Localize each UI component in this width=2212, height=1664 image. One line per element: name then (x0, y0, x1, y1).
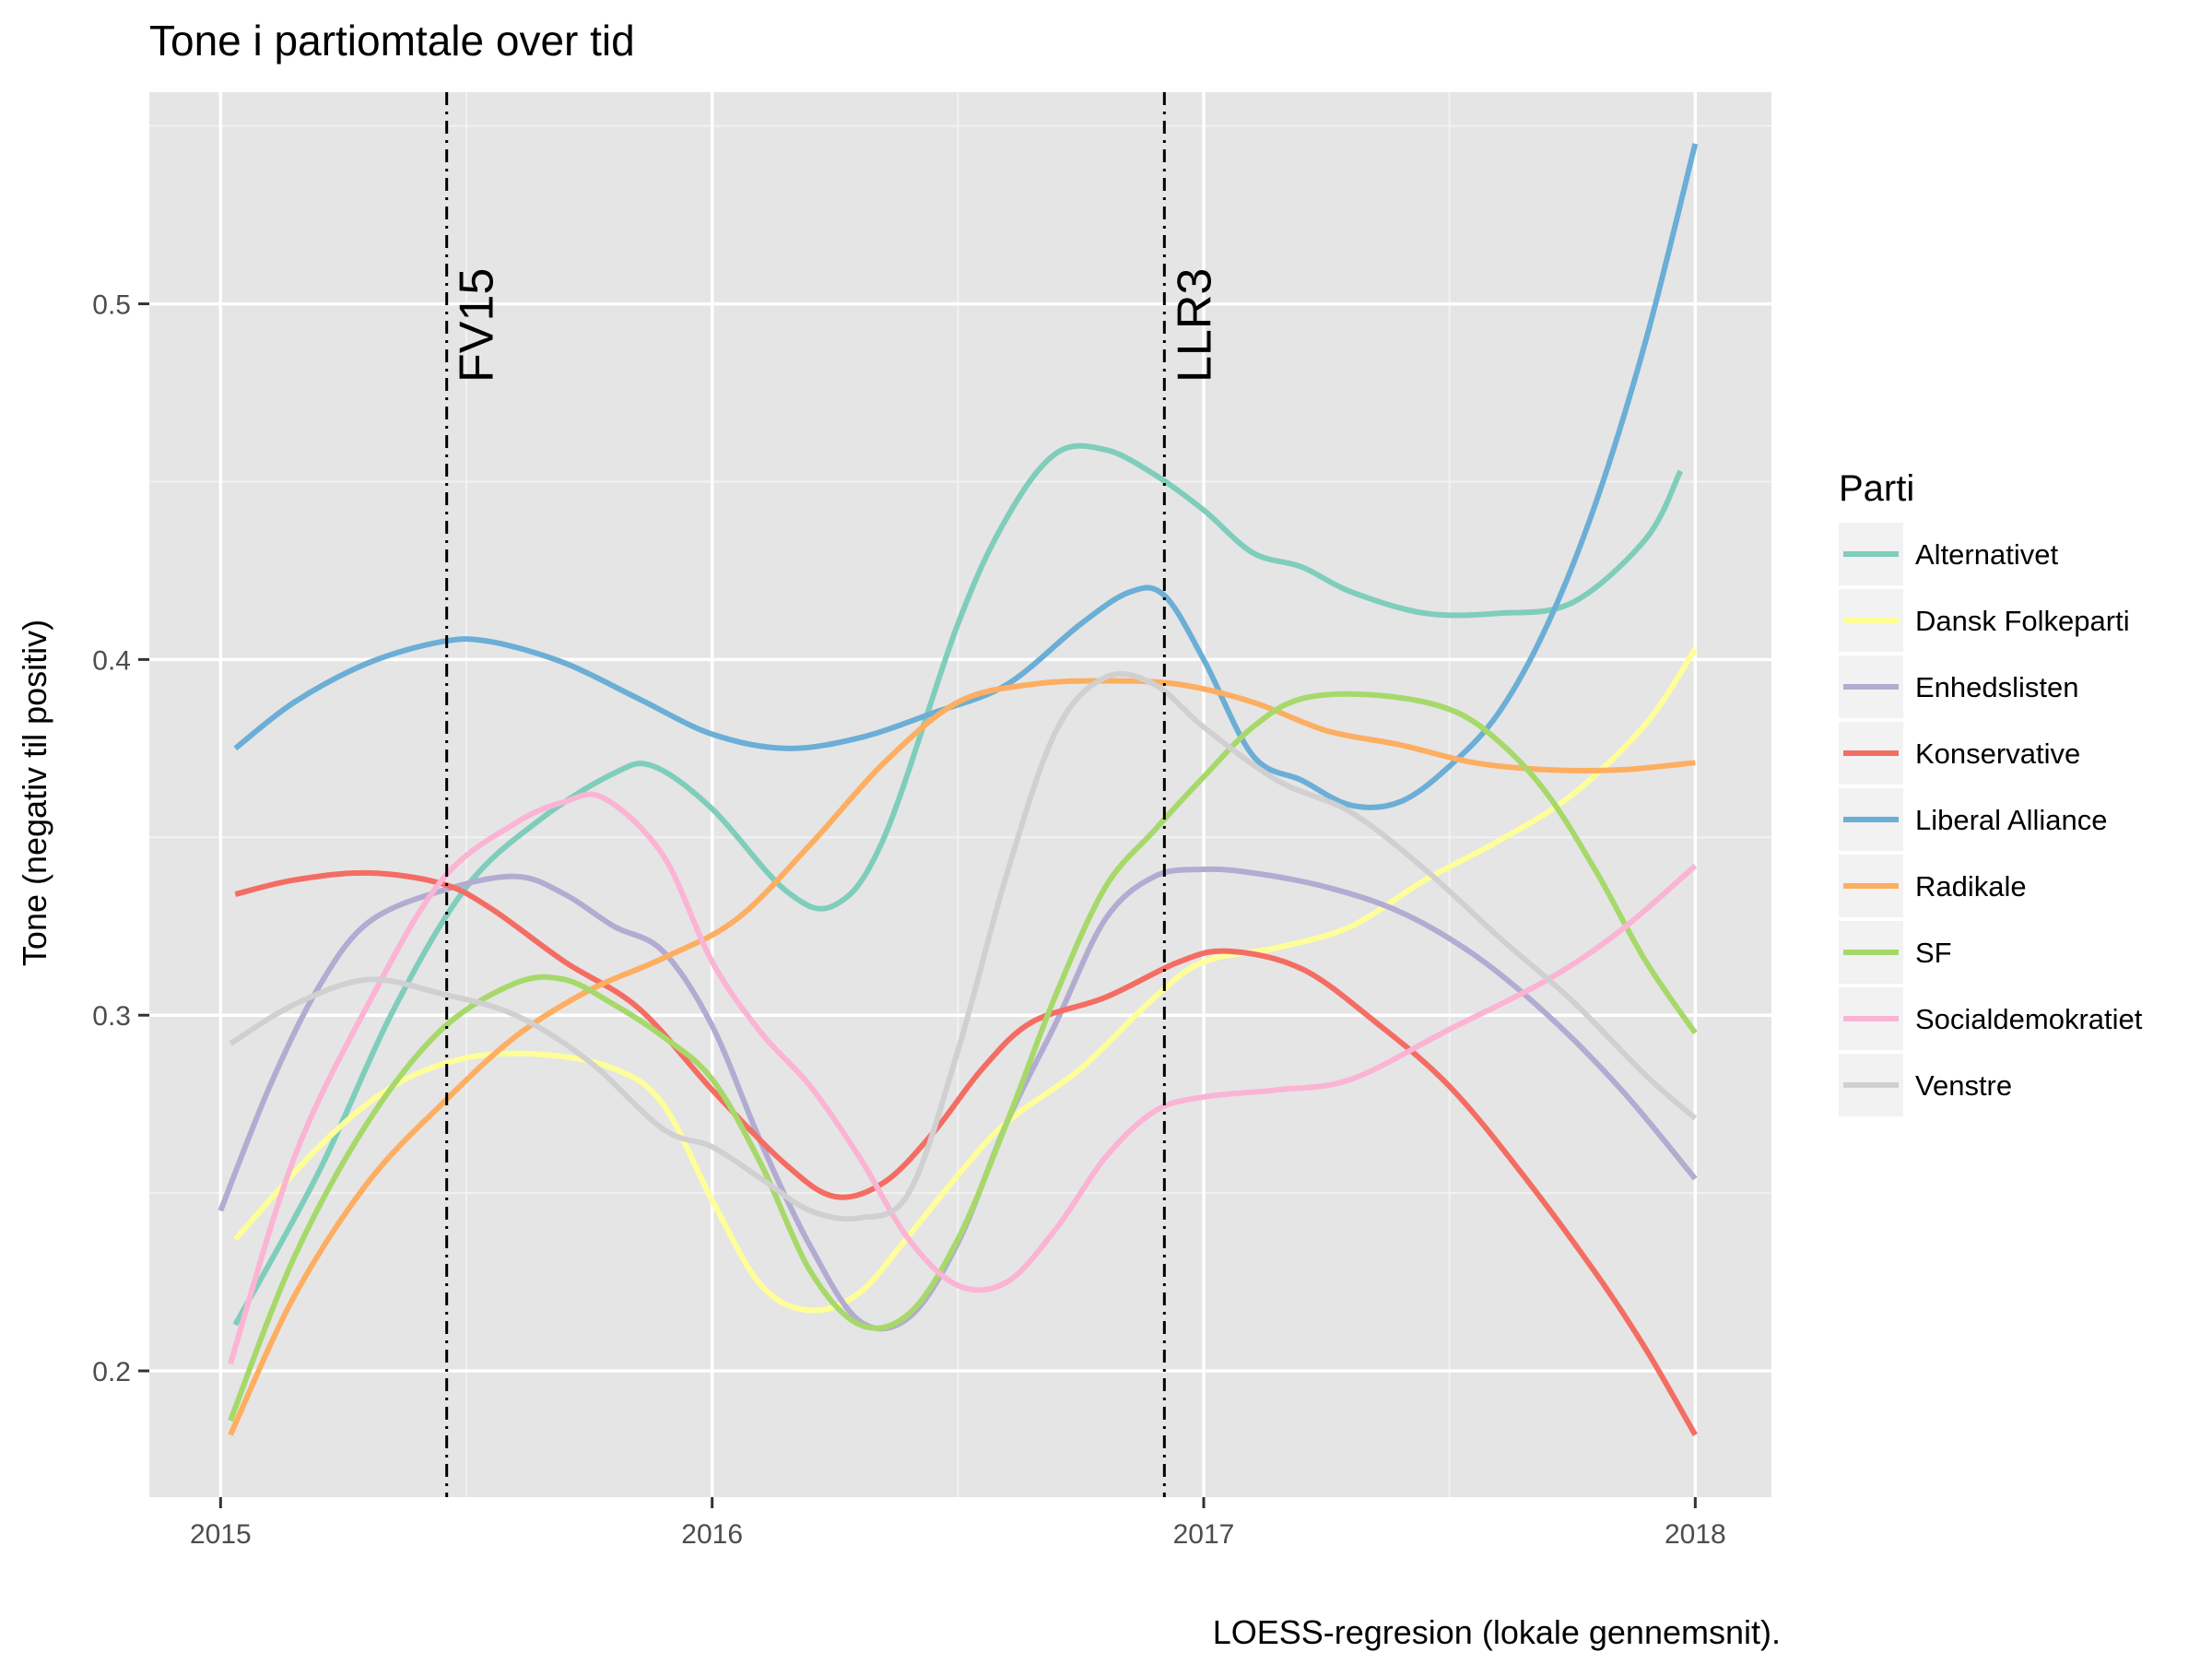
x-tick-label: 2016 (681, 1519, 743, 1550)
series-line-dansk-folkeparti (233, 647, 1698, 1314)
series-line-liberal-alliance (233, 143, 1699, 810)
x-tick-label: 2017 (1173, 1519, 1235, 1550)
legend-label-dansk-folkeparti: Dansk Folkeparti (1915, 605, 2130, 637)
series-line-konservative (234, 869, 1698, 1436)
x-tick-label: 2018 (1665, 1519, 1726, 1550)
x-tick-label: 2015 (190, 1519, 252, 1550)
y-tick-label: 0.2 (92, 1357, 131, 1387)
series-line-sf (228, 690, 1698, 1422)
vline-label-llr3: LLR3 (1168, 268, 1221, 383)
legend-label-radikale: Radikale (1915, 870, 2027, 903)
legend-label-konservative: Konservative (1915, 738, 2080, 770)
legend-label-enhedslisten: Enhedslisten (1915, 671, 2079, 703)
y-tick-label: 0.3 (92, 1001, 131, 1032)
legend-title: Parti (1839, 468, 1914, 509)
plot-panel (149, 92, 1771, 1497)
legend-label-liberal-alliance: Liberal Alliance (1915, 804, 2108, 836)
legend-label-venstre: Venstre (1915, 1069, 2012, 1102)
series-line-radikale (228, 678, 1696, 1436)
chart-title: Tone i partiomtale over tid (149, 17, 635, 65)
legend-label-sf: SF (1915, 937, 1952, 969)
chart-caption: LOESS-regresion (lokale gennemsnit). (1213, 1613, 1781, 1651)
series-line-socialdemokratiet (228, 791, 1698, 1365)
y-tick-label: 0.4 (92, 645, 131, 676)
y-tick-label: 0.5 (92, 290, 131, 321)
series-line-alternativet (232, 443, 1684, 1327)
legend-label-alternativet: Alternativet (1915, 538, 2058, 571)
y-axis-label: Tone (negativ til positiv) (16, 620, 53, 966)
series-line-venstre (229, 671, 1698, 1222)
vline-label-fv15: FV15 (451, 268, 504, 383)
legend-label-socialdemokratiet: Socialdemokratiet (1915, 1003, 2143, 1035)
